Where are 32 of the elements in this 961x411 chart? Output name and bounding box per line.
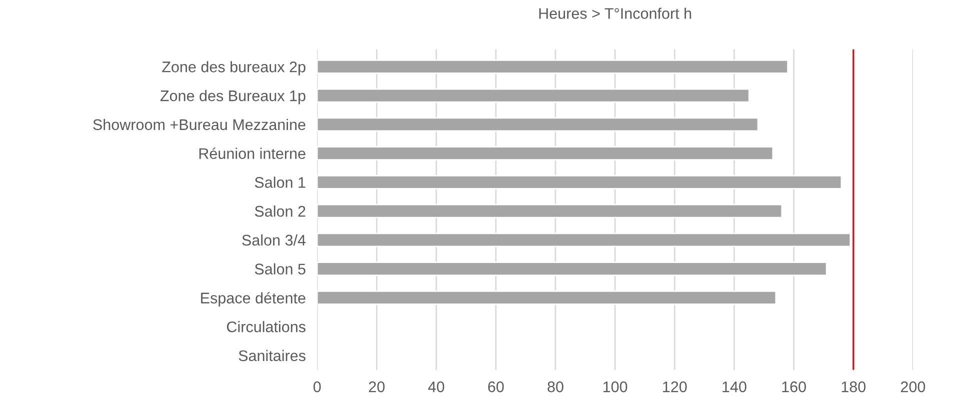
x-tick-label: 140 (722, 381, 746, 392)
x-tick-label: 40 (428, 381, 444, 392)
x-tick-label: 120 (663, 381, 687, 392)
bar (317, 117, 759, 132)
x-tick-label: 180 (842, 381, 866, 392)
y-tick-label: Showroom +Bureau Mezzanine (93, 118, 306, 130)
y-tick-label: Salon 3/4 (242, 234, 306, 246)
x-tick-label: 20 (368, 381, 385, 392)
bar (317, 146, 774, 160)
y-tick-label: Sanitaires (238, 350, 306, 362)
bar (317, 290, 777, 305)
x-tick-label: 100 (603, 381, 628, 392)
y-tick-label: Réunion interne (199, 148, 306, 159)
y-tick-label: Zone des Bureaux 1p (160, 90, 306, 104)
x-tick-label: 0 (313, 381, 321, 392)
x-tick-label: 60 (488, 381, 504, 392)
y-tick-label: Salon 1 (254, 176, 306, 188)
bar (317, 59, 789, 74)
x-tick-label: 200 (900, 381, 926, 392)
y-tick-label: Salon 5 (254, 263, 306, 274)
bar (317, 204, 783, 218)
chart-title: Heures > T°Inconfort h (539, 8, 692, 19)
x-tick-label: 80 (548, 381, 564, 392)
y-tick-label: Circulations (226, 321, 306, 332)
bar (317, 174, 842, 190)
bar (317, 88, 750, 103)
x-tick-label: 160 (782, 381, 806, 392)
bar (317, 232, 852, 248)
y-tick-label: Salon 2 (254, 206, 306, 217)
y-tick-label: Espace détente (201, 292, 306, 306)
bar (317, 262, 828, 276)
y-tick-label: Zone des bureaux 2p (162, 61, 306, 76)
